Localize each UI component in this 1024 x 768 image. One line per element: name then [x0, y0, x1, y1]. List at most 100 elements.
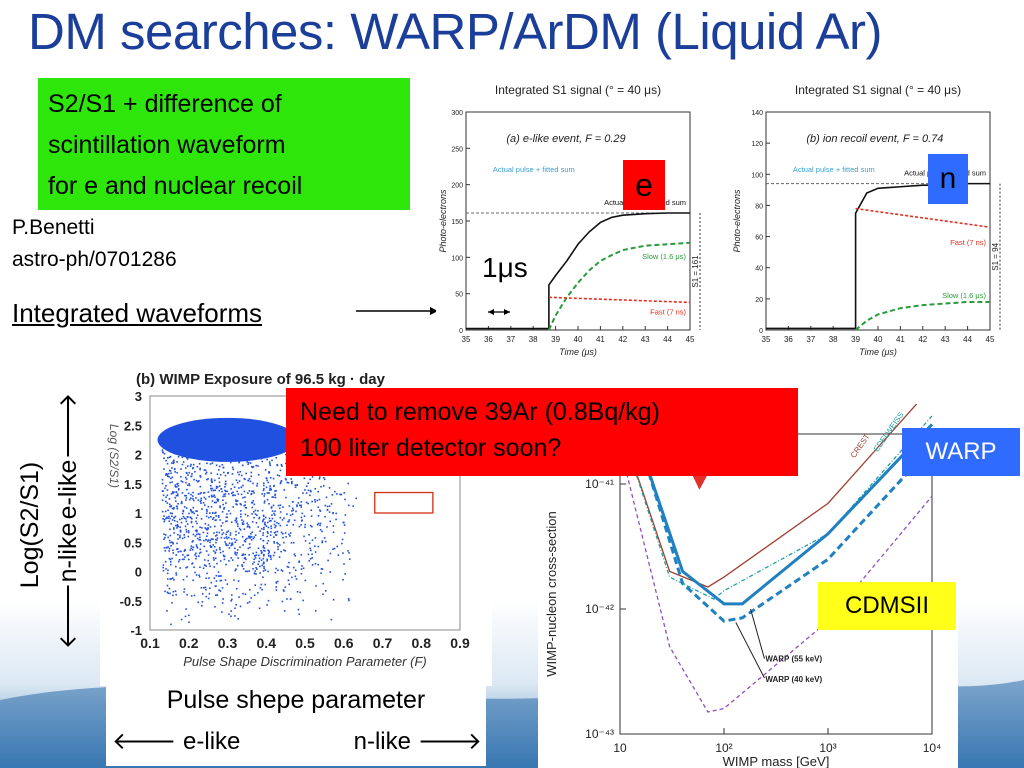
warp55-pointer [750, 608, 765, 659]
x-tick-label: 45 [986, 335, 995, 344]
x-tick-label: 42 [618, 335, 627, 344]
series-label: Fast (7 ns) [950, 238, 986, 247]
y-tick-label: 250 [451, 146, 463, 153]
y-tick-label: -0.5 [120, 594, 142, 609]
x-tick-label: 36 [784, 335, 793, 344]
left-axis-elike: e-like🡒 [54, 393, 82, 520]
exclusion-curve-2 [619, 415, 933, 600]
badge-n: n [928, 154, 968, 204]
left-axis-nlike: 🡐n-like [54, 523, 82, 650]
exclusion-curve-3 [624, 404, 934, 606]
x-tick-label: 10³ [819, 741, 836, 755]
x-tick-label: 39 [851, 335, 860, 344]
y-tick-label: 300 [451, 110, 463, 117]
arrowhead-icon [504, 309, 510, 315]
x-axis-label: Time (μs) [859, 347, 897, 357]
waveform-chart-ion-recoil: Integrated S1 signal (° = 40 μs) 35 36 37 38… [730, 80, 1004, 368]
left-axis-label: Log(S2/S1) 🡐n-like e-like🡒 [16, 393, 82, 650]
exclusion-curve-1 [619, 404, 918, 588]
psd-n-like: n-like 🡒 [353, 728, 482, 755]
series-label: Slow (1.6 μs) [942, 291, 986, 300]
reference-author: P.Benetti [12, 216, 95, 239]
y-tick-label: -1 [130, 623, 142, 638]
x-tick-label: 40 [574, 335, 583, 344]
red-callout-line: Need to remove 39Ar (0.8Bq/kg) [300, 398, 660, 426]
series-line-3 [854, 300, 990, 331]
x-tick-label: 0.2 [179, 635, 199, 651]
x-tick-label: 42 [918, 335, 927, 344]
y-tick-label: 0.5 [124, 535, 142, 550]
y-tick-label: 10⁻⁴¹ [585, 477, 614, 491]
badge-e: e [623, 160, 665, 210]
arrowhead-icon [488, 309, 494, 315]
dense-core [157, 417, 298, 462]
slide-title: DM searches: WARP/ArDM (Liquid Ar) [28, 3, 882, 60]
left-axis-title: Log(S2/S1) [16, 462, 44, 588]
chart-title: Integrated S1 signal (° = 40 μs) [495, 83, 661, 97]
y-tick-label: 20 [755, 297, 763, 304]
series-line-1 [466, 212, 690, 330]
y-tick-label: 3 [135, 389, 142, 404]
x-tick-label: 45 [686, 335, 695, 344]
x-tick-label: 0.1 [140, 635, 160, 651]
green-callout: S2/S1 + difference of scintillation wave… [38, 78, 410, 210]
chart-subtitle: (b) ion recoil event, F = 0.74 [806, 133, 943, 145]
series-label: Slow (1.6 μs) [642, 252, 686, 261]
y-tick-label: 120 [751, 141, 763, 148]
exclusion-curve-5 [619, 446, 933, 713]
x-tick-label: 0.4 [257, 635, 277, 651]
x-tick-label: 10 [613, 741, 627, 755]
y-tick-label: 140 [751, 110, 763, 117]
y-tick-label: 0 [459, 328, 463, 335]
y-tick-label: 2.5 [124, 418, 142, 433]
cdmsii-label: CDMSII [818, 582, 956, 630]
x-tick-label: 41 [896, 335, 905, 344]
chart-title: (b) WIMP Exposure of 96.5 kg · day [136, 371, 386, 388]
y-tick-label: 1 [135, 506, 142, 521]
exclusion-curve-4 [626, 404, 934, 623]
annotation-text: Actual pulse + fitted sum [793, 165, 875, 174]
y-tick-label: 10⁻⁴² [585, 602, 614, 616]
warp-label: WARP [902, 428, 1020, 476]
series-line-2 [855, 207, 991, 229]
y-tick-label: 1.5 [124, 477, 142, 492]
red-callout: Need to remove 39Ar (0.8Bq/kg) 100 liter… [286, 388, 798, 476]
y-axis-label: Log (S2/S1) [107, 424, 121, 488]
arrowhead-icon [430, 307, 438, 315]
green-callout-line: for e and nuclear recoil [48, 172, 303, 200]
x-tick-label: 36 [484, 335, 493, 344]
x-tick-label: 0.8 [412, 635, 432, 651]
x-tick-label: 35 [762, 335, 771, 344]
x-tick-label: 41 [596, 335, 605, 344]
chart-title: Integrated S1 signal (° = 40 μs) [795, 83, 961, 97]
s1-label: S1 = 94 [991, 242, 1000, 270]
signal-region-box [374, 491, 434, 514]
s1-label: S1 = 161 [691, 255, 700, 288]
x-tick-label: 0.3 [218, 635, 238, 651]
x-tick-label: 0.5 [295, 635, 315, 651]
chart-background [436, 80, 704, 368]
y-tick-label: 0 [135, 565, 142, 580]
y-tick-label: 150 [451, 219, 463, 226]
reference-arxiv: astro-ph/0701286 [12, 248, 177, 271]
x-tick-label: 35 [462, 335, 471, 344]
series-line-3 [548, 296, 691, 304]
x-tick-label: 39 [551, 335, 560, 344]
psd-label-background [106, 686, 486, 766]
warp55-label: WARP (55 keV) [765, 655, 822, 664]
x-tick-label: 40 [874, 335, 883, 344]
x-axis-label: WIMP mass [GeV] [723, 754, 830, 768]
green-callout-line: scintillation waveform [48, 131, 286, 159]
x-axis-label: Time (μs) [559, 347, 597, 357]
x-tick-label: 38 [529, 335, 538, 344]
warp40-pointer [735, 622, 765, 679]
warp40-label: WARP (40 keV) [765, 675, 822, 684]
x-tick-label: 10² [715, 741, 732, 755]
y-tick-label: 50 [455, 292, 463, 299]
psd-label: Pulse shepe parameter [166, 686, 426, 714]
y-tick-label: 80 [755, 203, 763, 210]
series-label: Fast (7 ns) [650, 307, 686, 316]
y-tick-label: 40 [755, 266, 763, 273]
x-tick-label: 44 [963, 335, 972, 344]
green-callout-line: S2/S1 + difference of [48, 90, 282, 118]
